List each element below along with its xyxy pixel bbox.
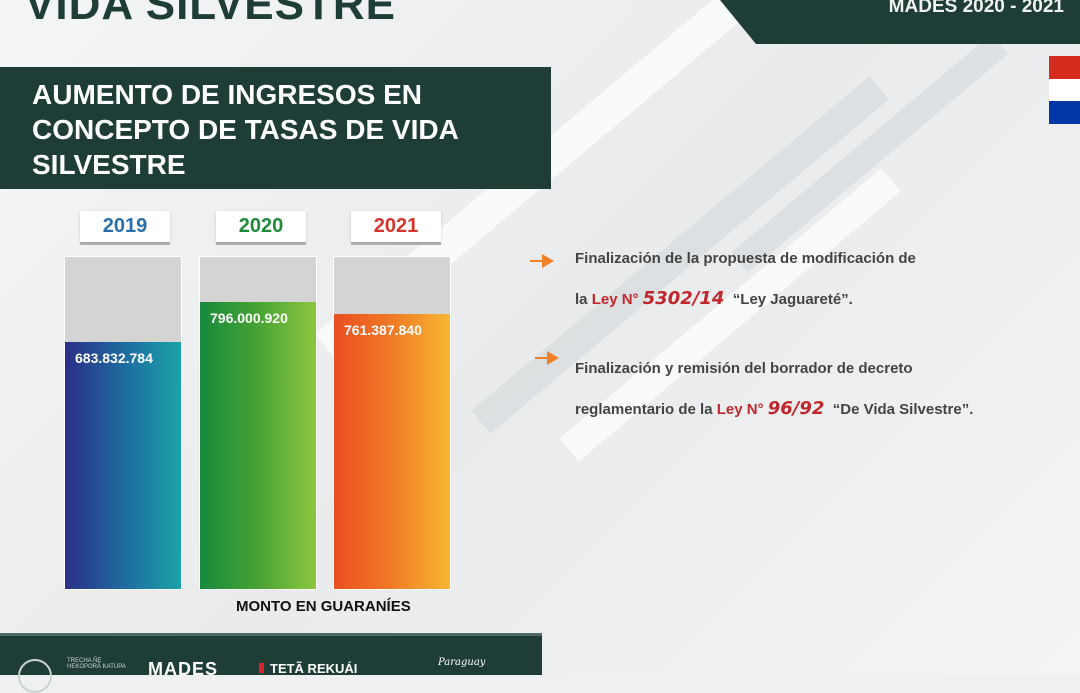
heading-box: AUMENTO DE INGRESOS EN CONCEPTO DE TASAS…	[0, 67, 551, 189]
government-seal-icon	[18, 659, 52, 693]
footer-small-text: TRECHA ÑE HEKOPORÃ KATUPA	[67, 658, 126, 670]
year-badge-shadow	[216, 241, 306, 245]
point-2: Finalización y remisión del borrador de …	[575, 349, 1055, 430]
paraguay-flag-icon	[1049, 56, 1080, 124]
footer: TRECHA ÑE HEKOPORÃ KATUPA MADES TETÃ REK…	[0, 633, 542, 693]
arrow-icon	[535, 351, 559, 365]
point-2-law-number: 96/92	[767, 398, 825, 419]
point-2-post: “De Vida Silvestre”.	[832, 401, 974, 418]
bar-value-label-2021: 761.387.840	[344, 322, 422, 338]
bar-2021: 761.387.840	[334, 314, 450, 589]
point-1-law-number: 5302/14	[642, 288, 725, 309]
year-badge-2019: 2019	[80, 211, 170, 242]
year-badge-shadow	[351, 241, 441, 245]
point-2-law: Ley N°	[716, 401, 764, 418]
year-badge-shadow	[80, 241, 170, 245]
teta-rekuai-logo: TETÃ REKUÁI	[259, 661, 357, 676]
top-bar: VIDA SILVESTRE MADES 2020 - 2021	[0, 0, 1080, 44]
bar-frame-2020: 796.000.920	[199, 256, 317, 590]
footer-divider	[0, 633, 542, 636]
point-2-line1: Finalización y remisión del borrador de …	[575, 360, 913, 377]
point-1-pre: la	[575, 291, 592, 308]
arrow-icon	[530, 254, 554, 268]
bar-2020: 796.000.920	[200, 302, 316, 589]
chart-heading: AUMENTO DE INGRESOS EN CONCEPTO DE TASAS…	[32, 79, 458, 180]
top-title: VIDA SILVESTRE	[25, 0, 396, 29]
point-2-pre: reglamentario de la	[575, 401, 717, 418]
point-1-line2: la Ley N° 5302/14 “Ley Jaguareté”.	[575, 279, 1055, 320]
point-1-law: Ley N°	[591, 291, 639, 308]
x-axis-label: MONTO EN GUARANÍES	[236, 598, 411, 615]
bar-frame-2021: 761.387.840	[333, 256, 451, 590]
bar-value-label-2019: 683.832.784	[75, 350, 153, 366]
point-1-post: “Ley Jaguareté”.	[732, 291, 853, 308]
top-tag-box: MADES 2020 - 2021	[720, 0, 1080, 44]
top-tag: MADES 2020 - 2021	[888, 0, 1064, 17]
year-badge-2020: 2020	[216, 211, 306, 242]
bar-value-label-2020: 796.000.920	[210, 310, 288, 326]
bar-2019: 683.832.784	[65, 342, 181, 589]
point-2-line2: reglamentario de la Ley N° 96/92 “De Vid…	[575, 389, 1055, 430]
year-badge-2021: 2021	[351, 211, 441, 242]
point-1: Finalización de la propuesta de modifica…	[575, 239, 1055, 320]
bar-frame-2019: 683.832.784	[64, 256, 182, 590]
flag-mark-icon	[259, 663, 264, 673]
paraguay-logo: Paraguay	[438, 657, 486, 668]
teta-rekuai-text: TETÃ REKUÁI	[270, 661, 358, 676]
mades-logo: MADES	[148, 659, 219, 679]
point-1-line1: Finalización de la propuesta de modifica…	[575, 250, 916, 267]
